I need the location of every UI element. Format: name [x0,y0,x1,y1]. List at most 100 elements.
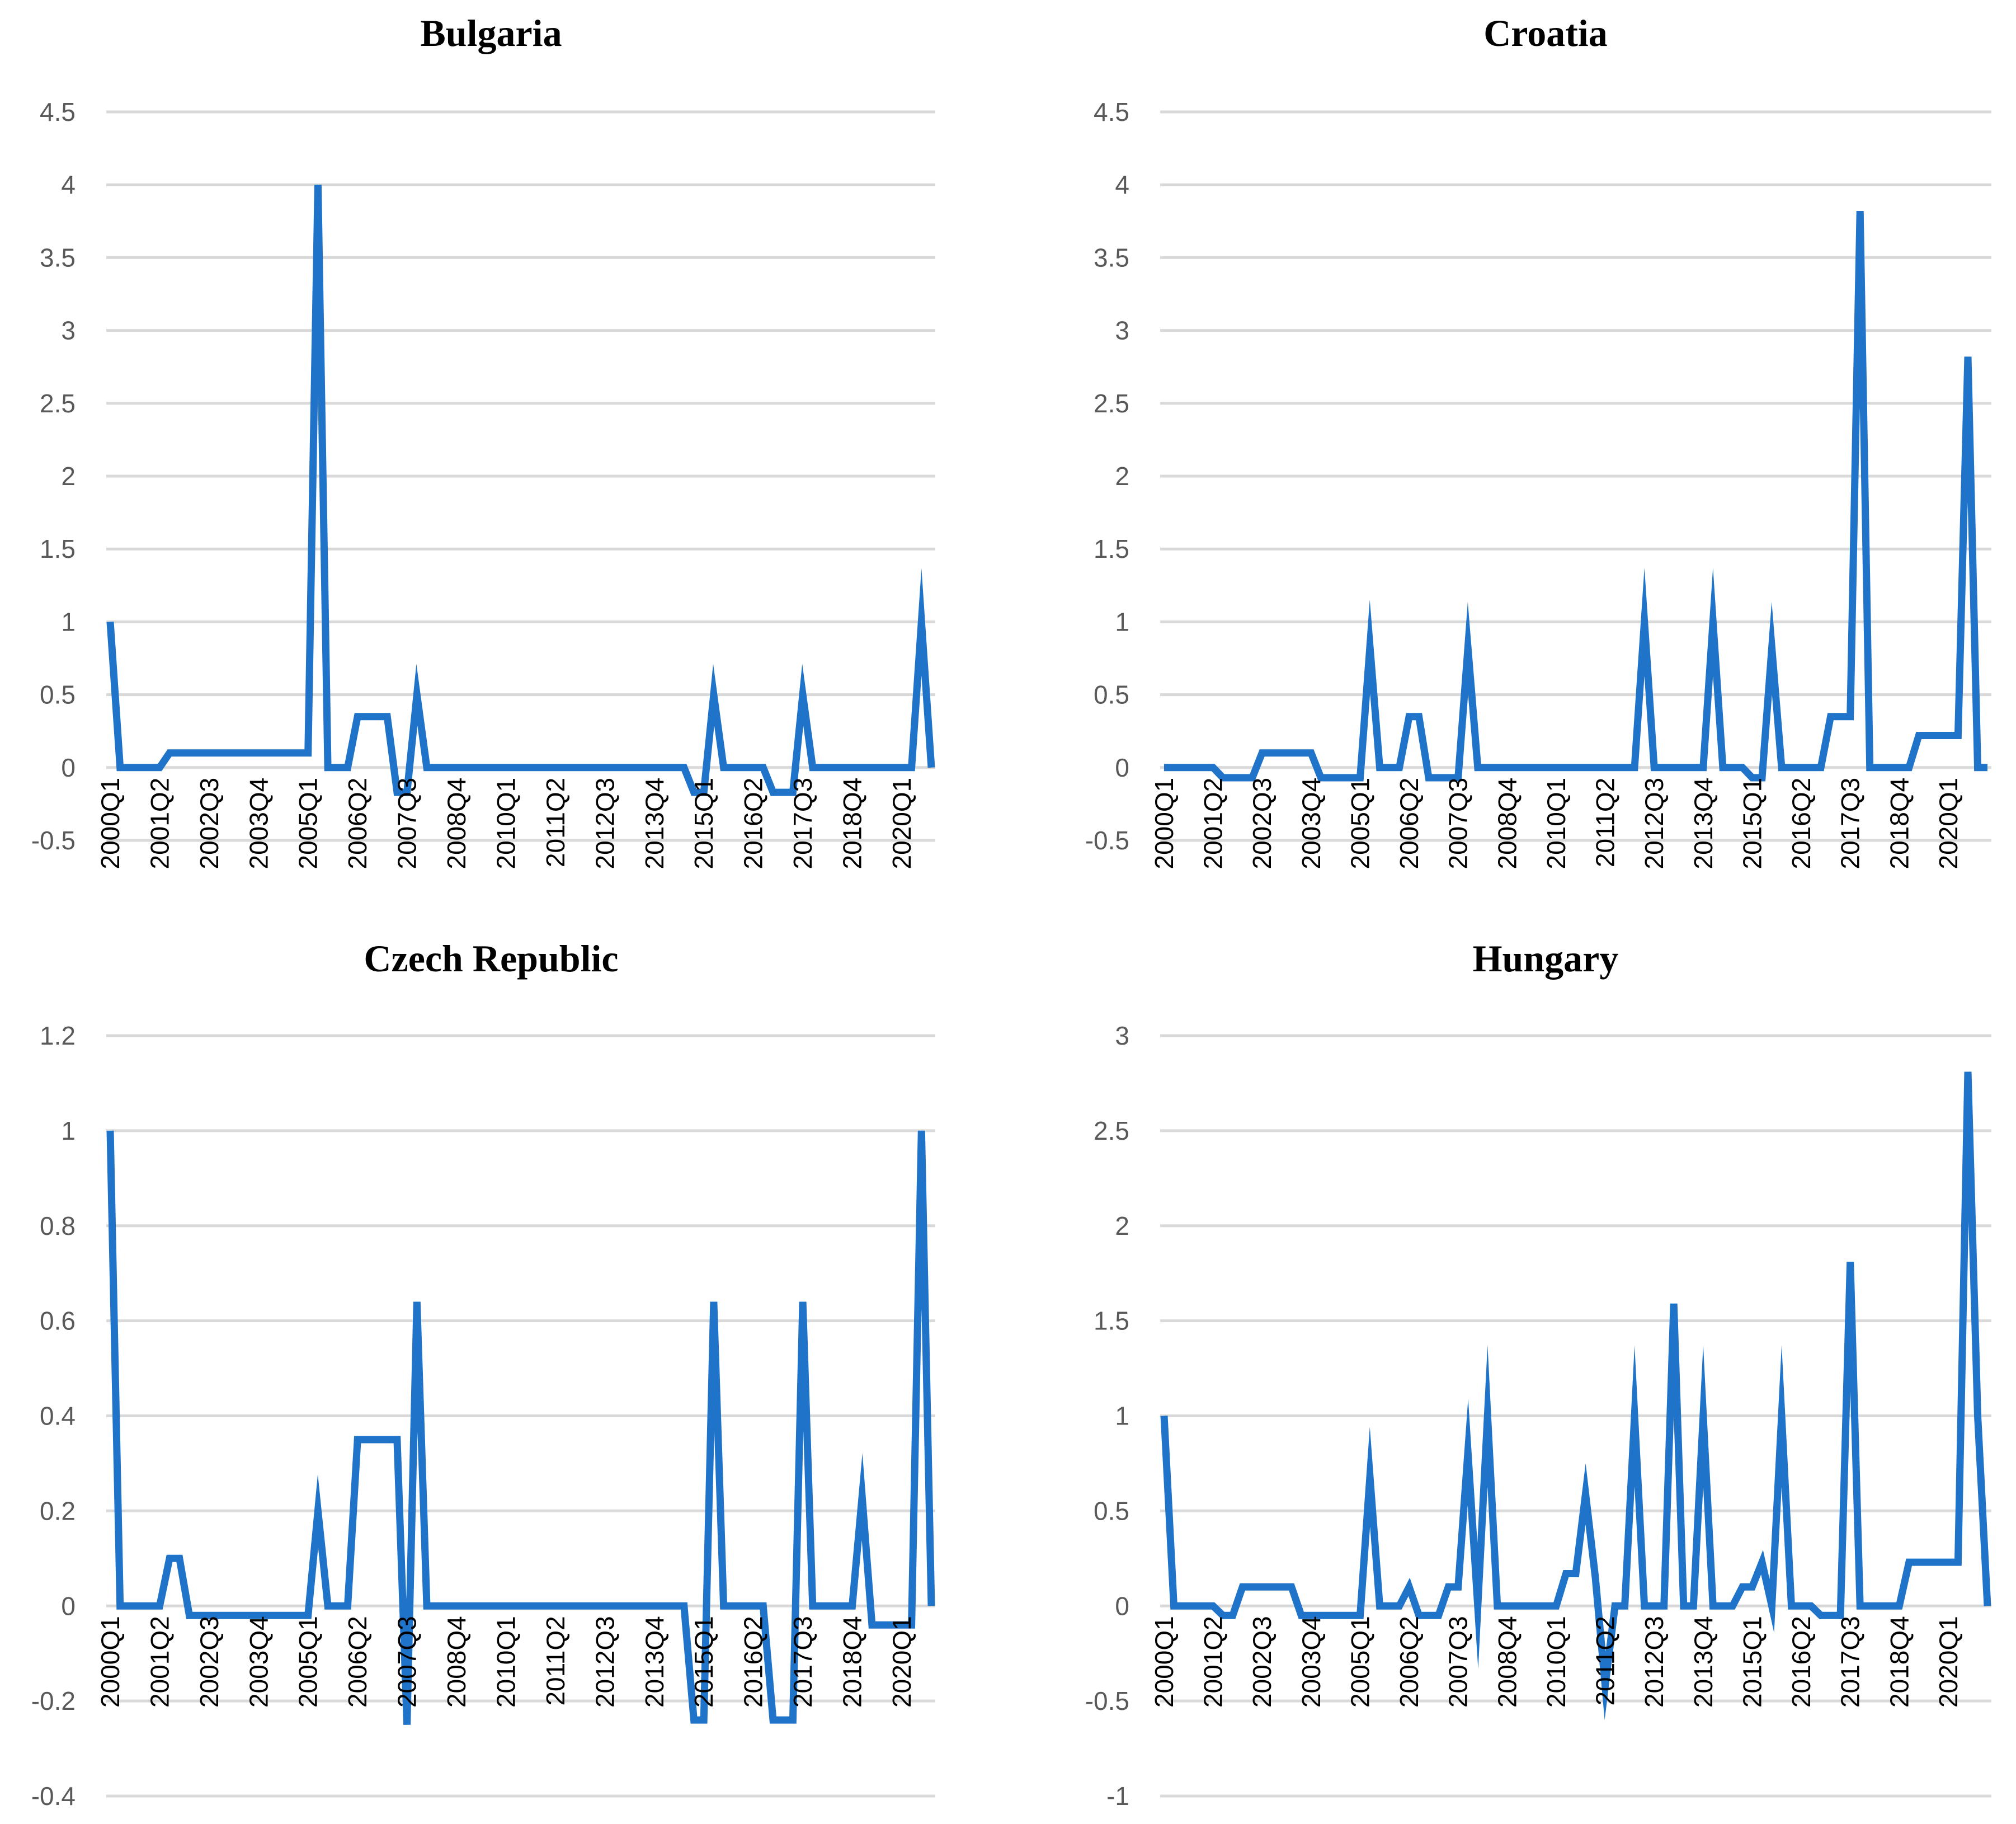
y-tick-label: 2.5 [1094,1116,1129,1145]
x-tick-label: 2015Q1 [689,778,718,869]
y-tick-label: 3.5 [40,243,76,272]
y-tick-label: -0.5 [1085,1686,1129,1715]
x-tick-label: 2018Q4 [1885,1616,1914,1708]
x-tick-label: 2007Q3 [393,1616,422,1708]
chart-panel-hungary: Hungary 3 2.5 2 1.5 1 0.5 0 -0.5 -1 2000Q1 2001Q2 20… [1085,937,1991,1811]
y-tick-label: 2 [1115,462,1129,491]
y-tick-label: 3 [61,316,76,345]
y-tick-label: -0.5 [1085,826,1129,855]
y-tick-label: 3 [1115,316,1129,345]
x-tick-label: 2015Q1 [1737,1616,1767,1708]
x-tick-label: 2007Q3 [1444,1616,1473,1708]
x-tick-label: 2020Q1 [1934,778,1963,869]
chart-title: Bulgaria [420,12,562,54]
y-tick-label: 0 [61,1591,76,1620]
x-tick-label: 2017Q3 [1836,778,1865,869]
x-tick-label: 2008Q4 [1492,778,1522,869]
x-tick-label: 2011Q2 [1591,778,1620,867]
x-tick-label: 2016Q2 [739,778,768,869]
x-tick-label: 2015Q1 [689,1616,718,1708]
x-tick-label: 2005Q1 [1345,778,1374,869]
x-tick-label: 2000Q1 [96,778,125,869]
y-tick-label: 4 [61,170,76,199]
x-tick-label: 2002Q3 [1247,778,1277,869]
x-tick-label: 2017Q3 [788,778,817,869]
y-tick-label: 0.2 [40,1496,76,1525]
y-tick-label: 1.5 [1094,1306,1129,1336]
x-tick-label: 2006Q2 [343,1616,372,1708]
x-tick-label: 2016Q2 [1787,1616,1816,1708]
x-tick-label: 2018Q4 [1885,778,1914,869]
y-tick-label: -0.4 [31,1781,76,1811]
y-tick-label: 2 [1115,1211,1129,1240]
x-tick-label: 2003Q4 [244,778,273,869]
x-tick-label: 2008Q4 [442,778,471,869]
x-tick-label: 2008Q4 [1492,1616,1522,1708]
y-tick-label: -0.5 [31,826,76,855]
x-tick-label: 2006Q2 [1395,1616,1424,1708]
x-tick-label: 2011Q2 [541,1616,570,1705]
y-tick-label: 1 [1115,607,1129,636]
series-line-bulgaria [106,185,935,796]
x-tick-label: 2007Q3 [1444,778,1473,869]
y-tick-label: 4 [1115,170,1129,199]
y-tick-label: 0 [1115,753,1129,782]
x-tick-label: 2013Q4 [1689,778,1718,869]
x-tick-label: 2000Q1 [96,1616,125,1708]
x-tick-label: 2017Q3 [1836,1616,1865,1708]
x-tick-label: 2020Q1 [887,1616,916,1708]
y-tick-label: 2.5 [40,389,76,418]
x-tick-label: 2003Q4 [244,1616,273,1708]
y-tick-label: 0 [1115,1591,1129,1620]
x-tick-label: 2012Q3 [1640,1616,1669,1708]
x-tick-label: 2012Q3 [1640,778,1669,869]
y-tick-label: -1 [1106,1781,1129,1811]
y-tick-label: 3 [1115,1021,1129,1050]
y-tick-label: 1 [1115,1402,1129,1431]
chart-title: Czech Republic [364,937,618,980]
x-tick-label: 2006Q2 [1395,778,1424,869]
chart-title: Hungary [1473,937,1619,980]
x-tick-label: 2011Q2 [541,778,570,867]
y-tick-label: 1.5 [1094,534,1129,563]
x-tick-label: 2005Q1 [1345,1616,1374,1708]
x-tick-label: 2001Q2 [145,1616,174,1708]
x-tick-label: 2006Q2 [343,778,372,869]
series-line-croatia [1164,210,1987,782]
x-tick-label: 2018Q4 [838,778,867,869]
x-tick-label: 2016Q2 [1787,778,1816,869]
x-tick-label: 2000Q1 [1150,1616,1179,1708]
y-tick-label: 0 [61,753,76,782]
x-tick-label: 2010Q1 [1542,778,1571,869]
x-tick-label: 2003Q4 [1297,778,1326,869]
y-tick-label: 1 [61,1116,76,1145]
y-tick-label: 0.5 [1094,680,1129,709]
y-tick-label: 0.6 [40,1306,76,1336]
x-tick-label: 2012Q3 [590,778,619,869]
y-tick-label: 0.5 [1094,1496,1129,1525]
chart-panel-bulgaria: Bulgaria 4.5 4 3.5 3 2.5 2 1.5 1 0.5 0 -0.5 2000Q1 20… [31,12,935,869]
y-tick-label: 1.2 [40,1021,76,1050]
x-tick-label: 2005Q1 [294,778,323,869]
x-tick-label: 2011Q2 [1591,1616,1620,1705]
x-tick-label: 2005Q1 [294,1616,323,1708]
chart-panel-czech-republic: Czech Republic 1.2 1 0.8 0.6 0.4 0.2 0 -0.2 -0.4 2… [31,937,935,1811]
series-line-czech-republic [106,1130,935,1725]
y-tick-label: 1.5 [40,534,76,563]
y-tick-label: 2.5 [1094,389,1129,418]
x-tick-label: 2010Q1 [491,778,520,869]
x-tick-label: 2018Q4 [838,1616,867,1708]
x-tick-label: 2020Q1 [887,778,916,869]
x-tick-label: 2013Q4 [1689,1616,1718,1708]
y-tick-label: 0.4 [40,1402,76,1431]
x-tick-label: 2015Q1 [1737,778,1767,869]
x-tick-label: 2002Q3 [1247,1616,1277,1708]
x-tick-label: 2016Q2 [739,1616,768,1708]
x-tick-label: 2000Q1 [1150,778,1179,869]
x-tick-label: 2003Q4 [1297,1616,1326,1708]
x-tick-label: 2002Q3 [195,778,224,869]
x-tick-label: 2010Q1 [491,1616,520,1708]
x-tick-label: 2002Q3 [195,1616,224,1708]
y-tick-label: 1 [61,607,76,636]
